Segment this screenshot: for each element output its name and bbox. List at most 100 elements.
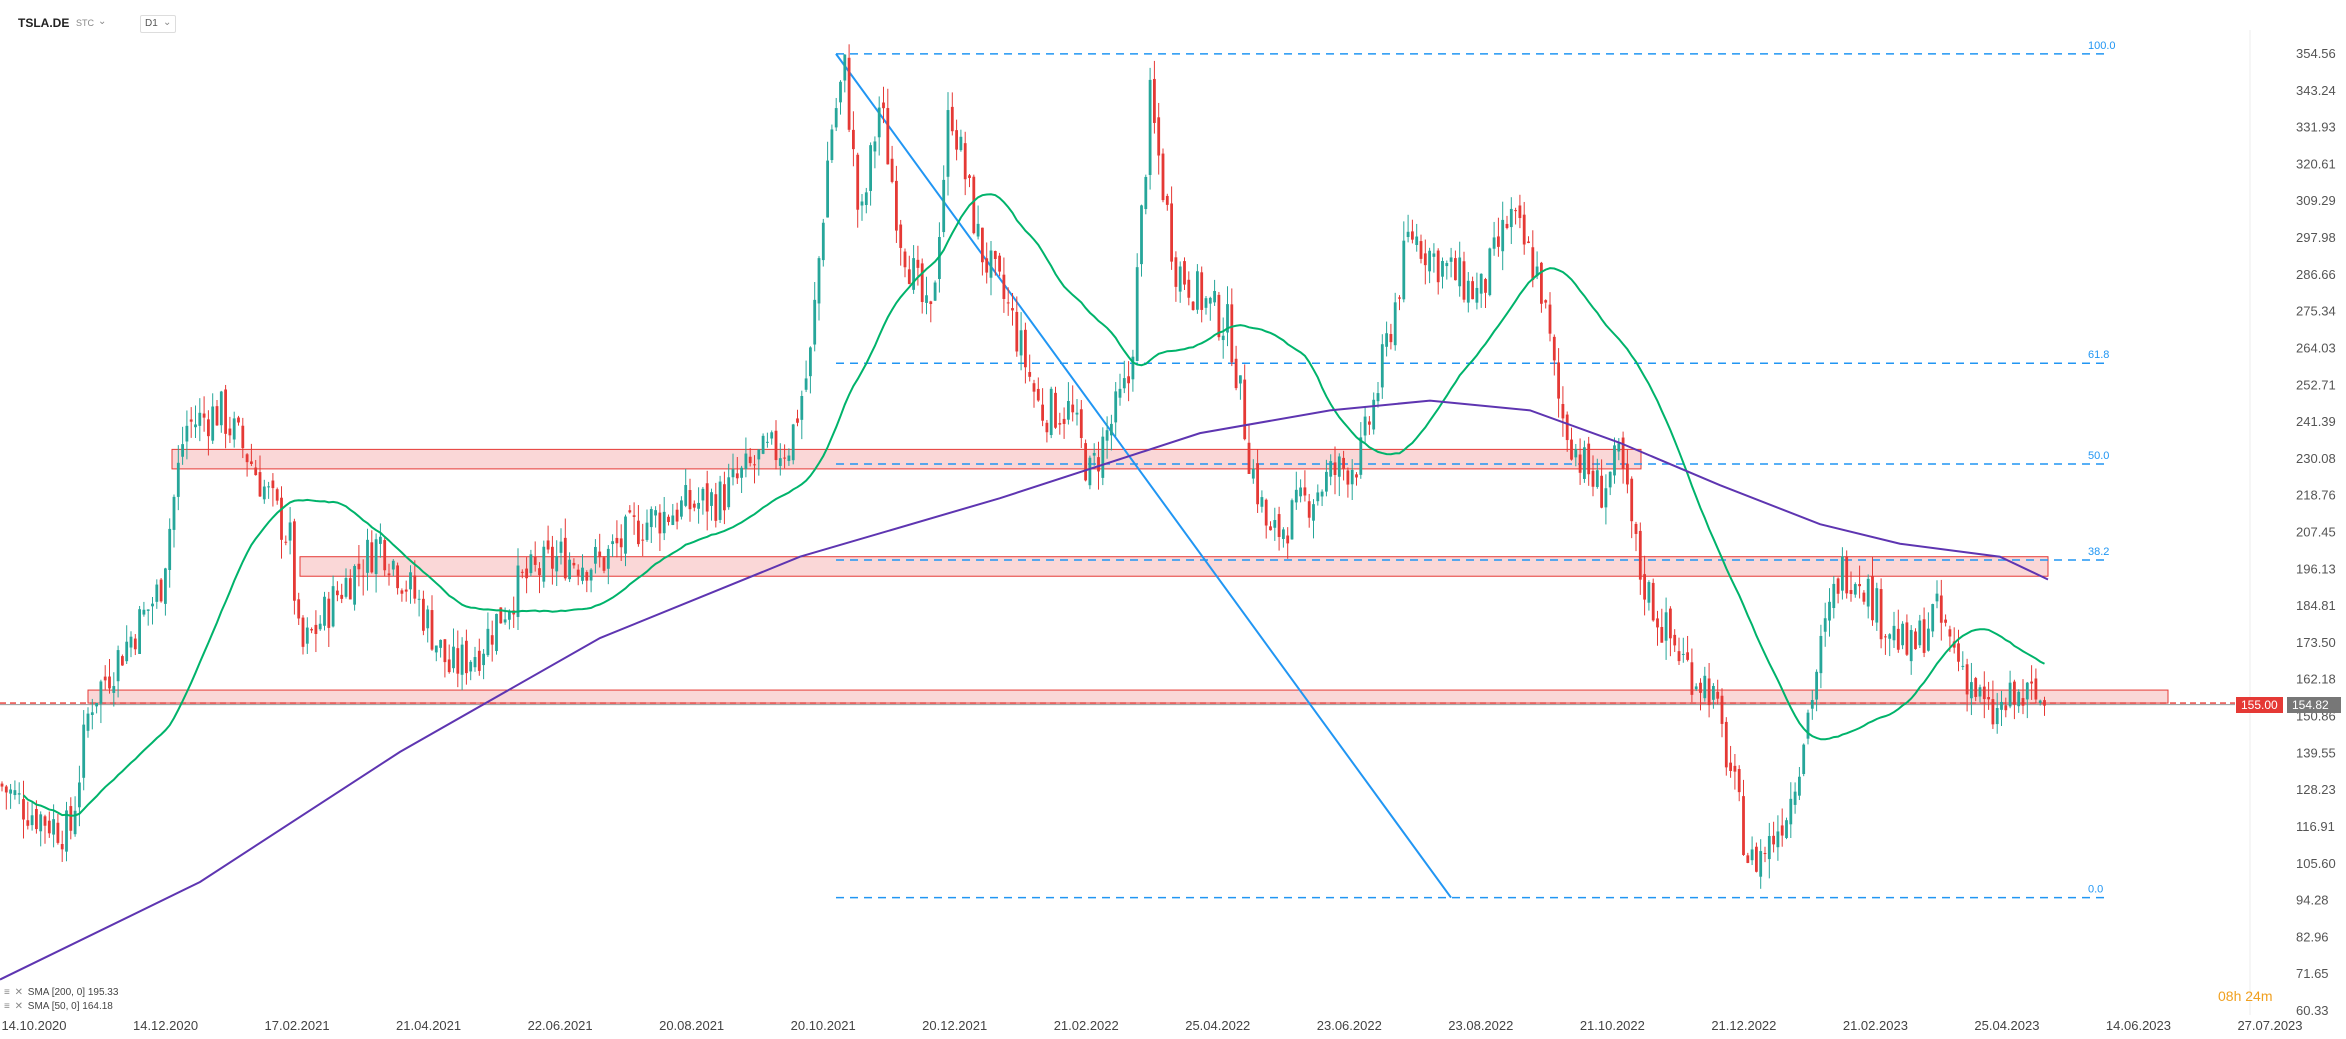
candle-body [572,562,576,566]
candle-body [1492,237,1496,249]
currency-label[interactable]: STC [76,18,94,28]
candle-body [912,258,915,290]
settings-icon[interactable]: ≡ [4,1001,10,1012]
x-tick-label: 20.08.2021 [659,1018,724,1033]
candle-body [933,282,937,301]
candle-body [714,494,718,521]
candle-body [245,454,249,463]
candle-body [976,223,980,237]
candle-body [275,489,279,501]
candle-body [1905,622,1909,655]
candle-body [671,515,675,526]
candle-body [116,650,120,682]
candle-body [1806,712,1810,739]
candle-body [82,724,86,778]
candle-body [1148,79,1152,175]
candle-body [757,449,761,460]
candle-body [1269,526,1272,531]
fib-level-label: 0.0 [2088,884,2103,896]
candle-body [387,573,391,576]
candle-body [1178,266,1182,292]
candle-body [1049,388,1053,436]
legend-row-sma200[interactable]: ≡ ✕ SMA [200, 0] 195.33 [4,986,118,1000]
candle-body [1221,335,1225,341]
candle-body [516,565,520,617]
sma200-value: 195.33 [87,987,119,998]
x-tick-label: 14.12.2020 [133,1018,198,1033]
candle-body [361,575,365,577]
candle-body [1045,422,1049,433]
candle-body [624,516,627,554]
candle-body [1772,835,1775,845]
candle-body [645,522,649,540]
candle-body [1957,643,1960,662]
candle-body [817,258,821,304]
fib-level-label: 100.0 [2088,40,2116,52]
candle-body [1681,653,1685,655]
candle-body [301,617,305,647]
candle-body [1763,853,1767,855]
candle-body [955,130,958,150]
candle-body [1737,769,1741,793]
candle-body [641,539,645,541]
candle-body [925,295,928,303]
candle-body [168,528,172,570]
candle-body [434,645,438,653]
legend-row-sma50[interactable]: ≡ ✕ SMA [50, 0] 164.18 [4,1000,118,1014]
candle-body [1282,529,1285,539]
candle-body [551,546,554,569]
y-tick-label: 105.60 [2296,856,2336,871]
settings-icon[interactable]: ≡ [4,987,10,998]
candle-body [1110,423,1113,436]
candle-body [1965,664,1969,695]
candle-body [1970,682,1973,699]
candle-body [1742,796,1745,855]
candle-body [1587,443,1591,475]
candle-body [198,412,202,426]
candle-body [606,548,610,569]
candle-body [1948,629,1952,637]
candle-body [1518,205,1522,219]
candle-body [95,702,98,707]
candle-body [1303,487,1307,496]
candle-body [1733,765,1737,772]
candle-body [258,472,262,497]
chevron-down-icon[interactable]: ⌄ [98,16,107,27]
candle-body [998,255,1001,272]
y-tick-label: 139.55 [2296,745,2336,760]
candle-body [1484,279,1487,293]
timeframe-select[interactable]: D1 ⌄ [140,15,176,33]
candle-body [1097,457,1100,472]
sma200-label: SMA [200, 0] [27,987,86,998]
symbol-label[interactable]: TSLA.DE [18,16,70,30]
candle-body [791,424,795,461]
chevron-down-icon: ⌄ [163,17,172,28]
candle-body [284,541,288,543]
candle-body [1423,253,1427,266]
candle-body [176,462,180,497]
candle-body [17,793,21,795]
candle-body [942,179,946,233]
candle-body [1991,699,1995,725]
y-tick-label: 252.71 [2296,377,2336,392]
candle-body [1466,280,1470,303]
candle-body [542,546,546,582]
candle-body [327,598,331,628]
candle-body [508,611,511,620]
candle-body [1789,798,1793,825]
candle-body [761,435,765,454]
candle-body [1170,203,1173,262]
close-icon[interactable]: ✕ [14,1001,24,1012]
candle-body [1716,691,1720,699]
candle-body [465,640,468,674]
candle-body [809,347,812,377]
candle-body [581,567,584,581]
close-icon[interactable]: ✕ [14,987,24,998]
candle-body [1436,250,1440,283]
candle-body [56,822,60,843]
candle-body [1036,388,1040,401]
candle-body [146,609,150,611]
candle-body [1019,330,1023,356]
x-tick-label: 22.06.2021 [528,1018,593,1033]
